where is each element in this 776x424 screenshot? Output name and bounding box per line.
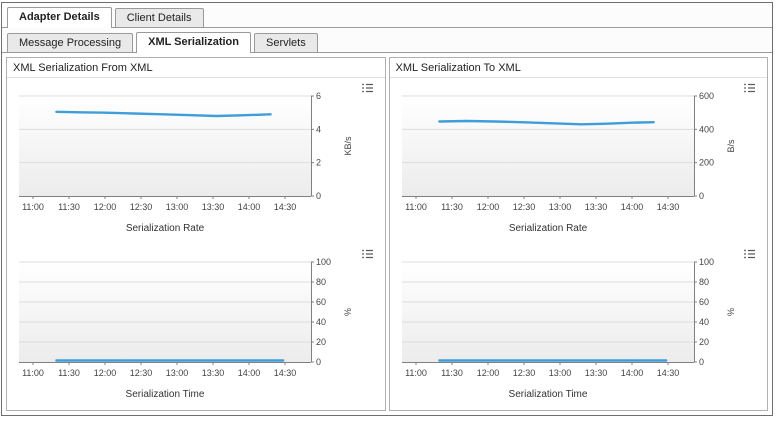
svg-text:40: 40 <box>699 317 709 327</box>
svg-text:13:00: 13:00 <box>548 202 571 212</box>
chart-serialization-time-to: 0 20 40 60 80 100 11:00 11:30 12:00 12:30 13:00 13:… <box>390 244 768 410</box>
svg-text:13:00: 13:00 <box>548 368 571 378</box>
svg-text:12:00: 12:00 <box>476 202 499 212</box>
tab-adapter-details[interactable]: Adapter Details <box>7 7 112 28</box>
svg-text:13:00: 13:00 <box>166 202 189 212</box>
svg-text:14:00: 14:00 <box>238 368 261 378</box>
svg-text:80: 80 <box>316 277 326 287</box>
chart-options-icon[interactable] <box>361 81 375 93</box>
chart-serialization-time-from: 0 20 40 60 80 100 11:00 11:30 12:00 12:30 13:00 13:… <box>7 244 385 410</box>
primary-tabbar: Adapter Details Client Details <box>2 3 772 28</box>
panel-from-xml: XML Serialization From XML 0 2 4 6 11:00 11:3… <box>6 57 386 411</box>
svg-text:600: 600 <box>699 91 714 101</box>
svg-text:12:00: 12:00 <box>476 368 499 378</box>
svg-text:11:30: 11:30 <box>441 202 463 212</box>
svg-text:Serialization Time: Serialization Time <box>126 389 205 400</box>
svg-text:14:00: 14:00 <box>238 202 261 212</box>
svg-text:13:30: 13:30 <box>202 368 225 378</box>
svg-text:0: 0 <box>316 357 321 367</box>
svg-text:12:30: 12:30 <box>512 368 535 378</box>
svg-text:6: 6 <box>316 91 321 101</box>
svg-text:11:30: 11:30 <box>58 202 80 212</box>
svg-text:12:00: 12:00 <box>94 368 117 378</box>
svg-text:11:00: 11:00 <box>22 368 44 378</box>
monitoring-window: Adapter Details Client Details Message P… <box>1 2 773 416</box>
svg-text:13:30: 13:30 <box>202 202 225 212</box>
svg-text:0: 0 <box>316 191 321 201</box>
svg-text:14:30: 14:30 <box>656 368 679 378</box>
chart-options-icon[interactable] <box>361 247 375 259</box>
svg-text:11:00: 11:00 <box>22 202 44 212</box>
line-chart: 0 2 4 6 11:00 11:30 12:00 12:30 13:00 13:30 14:00 1… <box>19 91 353 234</box>
svg-text:11:30: 11:30 <box>441 368 463 378</box>
svg-text:200: 200 <box>699 158 714 168</box>
svg-text:%: % <box>343 308 353 316</box>
svg-text:14:00: 14:00 <box>620 202 643 212</box>
panel-to-xml: XML Serialization To XML 0 200 400 600 11:00… <box>388 57 768 411</box>
svg-text:13:00: 13:00 <box>166 368 189 378</box>
svg-text:KB/s: KB/s <box>343 136 353 156</box>
tab-xml-serialization[interactable]: XML Serialization <box>136 32 251 53</box>
svg-text:0: 0 <box>699 191 704 201</box>
svg-text:100: 100 <box>316 257 331 267</box>
svg-text:Serialization Rate: Serialization Rate <box>508 223 587 234</box>
svg-text:80: 80 <box>699 277 709 287</box>
panel-title: XML Serialization From XML <box>7 58 385 78</box>
line-chart: 0 20 40 60 80 100 11:00 11:30 12:00 12:30 13:00 13:… <box>19 257 353 400</box>
svg-text:12:30: 12:30 <box>512 202 535 212</box>
secondary-tabbar: Message Processing XML Serialization Ser… <box>2 28 772 53</box>
svg-text:13:30: 13:30 <box>584 202 607 212</box>
svg-text:14:00: 14:00 <box>620 368 643 378</box>
line-chart: 0 20 40 60 80 100 11:00 11:30 12:00 12:30 13:00 13:… <box>401 257 736 400</box>
svg-text:14:30: 14:30 <box>274 368 297 378</box>
svg-text:14:30: 14:30 <box>274 202 297 212</box>
svg-text:60: 60 <box>699 297 709 307</box>
tab-servlets[interactable]: Servlets <box>253 33 318 52</box>
content-area: XML Serialization From XML 0 2 4 6 11:00 11:3… <box>2 53 772 415</box>
svg-text:400: 400 <box>699 124 714 134</box>
svg-text:13:30: 13:30 <box>584 368 607 378</box>
chart-serialization-rate-to: 0 200 400 600 11:00 11:30 12:00 12:30 13:00 13:30… <box>390 78 768 244</box>
svg-text:11:00: 11:00 <box>405 368 427 378</box>
svg-text:0: 0 <box>699 357 704 367</box>
tab-message-processing[interactable]: Message Processing <box>7 33 134 52</box>
svg-text:20: 20 <box>699 337 709 347</box>
chart-options-icon[interactable] <box>743 81 757 93</box>
chart-serialization-rate-from: 0 2 4 6 11:00 11:30 12:00 12:30 13:00 13:30 14:00 1… <box>7 78 385 244</box>
svg-text:12:30: 12:30 <box>130 368 153 378</box>
line-chart: 0 200 400 600 11:00 11:30 12:00 12:30 13:00 13:30… <box>401 91 736 234</box>
svg-text:Serialization Rate: Serialization Rate <box>126 223 205 234</box>
chart-options-icon[interactable] <box>743 247 757 259</box>
svg-text:20: 20 <box>316 337 326 347</box>
svg-text:Serialization Time: Serialization Time <box>508 389 587 400</box>
svg-text:11:30: 11:30 <box>58 368 80 378</box>
svg-text:12:00: 12:00 <box>94 202 117 212</box>
svg-text:B/s: B/s <box>726 139 736 153</box>
panel-title: XML Serialization To XML <box>389 58 767 78</box>
svg-text:%: % <box>726 308 736 316</box>
svg-text:11:00: 11:00 <box>405 202 427 212</box>
svg-text:4: 4 <box>316 124 321 134</box>
svg-text:100: 100 <box>699 257 714 267</box>
svg-text:12:30: 12:30 <box>130 202 153 212</box>
svg-text:2: 2 <box>316 158 321 168</box>
svg-text:60: 60 <box>316 297 326 307</box>
svg-text:14:30: 14:30 <box>656 202 679 212</box>
svg-text:40: 40 <box>316 317 326 327</box>
tab-client-details[interactable]: Client Details <box>114 8 204 27</box>
